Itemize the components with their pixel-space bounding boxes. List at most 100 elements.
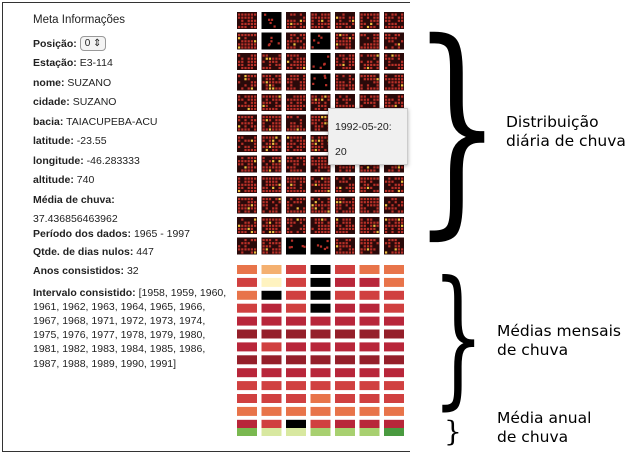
monthly-cell[interactable] — [384, 277, 404, 287]
monthly-cell[interactable] — [359, 277, 380, 287]
daily-cell[interactable] — [237, 135, 257, 152]
monthly-cell[interactable] — [310, 394, 331, 403]
monthly-cell[interactable] — [310, 355, 331, 365]
monthly-cell[interactable] — [286, 316, 306, 326]
monthly-cell[interactable] — [286, 329, 306, 339]
monthly-cell[interactable] — [335, 406, 355, 416]
monthly-cell[interactable] — [335, 355, 355, 365]
monthly-cell[interactable] — [359, 316, 380, 326]
monthly-cell[interactable] — [261, 406, 282, 416]
daily-cell[interactable] — [286, 237, 306, 255]
monthly-cell[interactable] — [335, 316, 355, 326]
monthly-cell[interactable] — [237, 316, 257, 326]
monthly-cell[interactable] — [384, 303, 404, 313]
monthly-cell[interactable] — [237, 329, 257, 339]
annual-cell[interactable] — [310, 428, 331, 436]
monthly-cell[interactable] — [359, 419, 380, 429]
annual-cell[interactable] — [335, 428, 355, 436]
daily-cell[interactable] — [310, 73, 331, 91]
monthly-cell[interactable] — [261, 290, 282, 300]
monthly-cell[interactable] — [384, 368, 404, 378]
monthly-cell[interactable] — [384, 342, 404, 352]
monthly-cell[interactable] — [359, 381, 380, 391]
annual-cell[interactable] — [261, 428, 282, 436]
monthly-cell[interactable] — [237, 342, 257, 352]
annual-cell[interactable] — [384, 428, 404, 436]
monthly-cell[interactable] — [359, 406, 380, 416]
monthly-cell[interactable] — [310, 265, 331, 274]
monthly-cell[interactable] — [384, 355, 404, 365]
monthly-cell[interactable] — [286, 381, 306, 391]
monthly-cell[interactable] — [335, 265, 355, 274]
monthly-cell[interactable] — [335, 394, 355, 403]
monthly-cell[interactable] — [237, 381, 257, 391]
annual-cell[interactable] — [286, 428, 306, 436]
monthly-cell[interactable] — [359, 342, 380, 352]
daily-cell[interactable] — [286, 32, 306, 50]
monthly-cell[interactable] — [335, 329, 355, 339]
monthly-cell[interactable] — [384, 419, 404, 429]
monthly-cell[interactable] — [310, 419, 331, 429]
monthly-cell[interactable] — [261, 381, 282, 391]
monthly-cell[interactable] — [310, 277, 331, 287]
monthly-cell[interactable] — [261, 277, 282, 287]
daily-cell[interactable] — [286, 196, 306, 214]
monthly-cell[interactable] — [335, 419, 355, 429]
monthly-cell[interactable] — [310, 316, 331, 326]
monthly-cell[interactable] — [384, 290, 404, 300]
monthly-cell[interactable] — [261, 265, 282, 274]
monthly-cell[interactable] — [261, 419, 282, 429]
annual-cell[interactable] — [237, 428, 257, 436]
annual-cell[interactable] — [359, 428, 380, 436]
monthly-cell[interactable] — [335, 368, 355, 378]
monthly-cell[interactable] — [286, 355, 306, 365]
monthly-cell[interactable] — [335, 342, 355, 352]
monthly-cell[interactable] — [286, 394, 306, 403]
monthly-cell[interactable] — [261, 342, 282, 352]
monthly-cell[interactable] — [237, 290, 257, 300]
monthly-cell[interactable] — [335, 381, 355, 391]
posicao-select[interactable]: 0 ⇕ — [79, 36, 107, 52]
monthly-cell[interactable] — [384, 394, 404, 403]
monthly-cell[interactable] — [286, 419, 306, 429]
monthly-cell[interactable] — [310, 406, 331, 416]
monthly-cell[interactable] — [335, 303, 355, 313]
monthly-cell[interactable] — [237, 406, 257, 416]
monthly-cell[interactable] — [286, 277, 306, 287]
monthly-cell[interactable] — [310, 329, 331, 339]
daily-cell[interactable] — [310, 53, 331, 70]
monthly-cell[interactable] — [286, 368, 306, 378]
monthly-cell[interactable] — [261, 303, 282, 313]
monthly-cell[interactable] — [384, 316, 404, 326]
daily-cell[interactable] — [359, 73, 380, 91]
monthly-cell[interactable] — [310, 290, 331, 300]
monthly-cell[interactable] — [237, 355, 257, 365]
monthly-cell[interactable] — [335, 290, 355, 300]
monthly-cell[interactable] — [261, 394, 282, 403]
monthly-cell[interactable] — [359, 303, 380, 313]
monthly-cell[interactable] — [384, 265, 404, 274]
monthly-cell[interactable] — [359, 355, 380, 365]
monthly-cell[interactable] — [261, 355, 282, 365]
monthly-cell[interactable] — [261, 368, 282, 378]
monthly-cell[interactable] — [335, 277, 355, 287]
daily-cell[interactable] — [310, 32, 331, 50]
monthly-cell[interactable] — [261, 316, 282, 326]
monthly-cell[interactable] — [359, 329, 380, 339]
monthly-cell[interactable] — [359, 368, 380, 378]
monthly-cell[interactable] — [384, 381, 404, 391]
monthly-cell[interactable] — [359, 290, 380, 300]
monthly-cell[interactable] — [286, 290, 306, 300]
monthly-cell[interactable] — [359, 394, 380, 403]
monthly-cell[interactable] — [237, 419, 257, 429]
monthly-cell[interactable] — [237, 368, 257, 378]
monthly-cell[interactable] — [384, 406, 404, 416]
monthly-cell[interactable] — [286, 265, 306, 274]
monthly-cell[interactable] — [237, 277, 257, 287]
monthly-cell[interactable] — [237, 394, 257, 403]
monthly-cell[interactable] — [310, 303, 331, 313]
rainfall-heatmap[interactable] — [237, 12, 409, 438]
monthly-cell[interactable] — [237, 265, 257, 274]
monthly-cell[interactable] — [286, 303, 306, 313]
monthly-cell[interactable] — [384, 329, 404, 339]
